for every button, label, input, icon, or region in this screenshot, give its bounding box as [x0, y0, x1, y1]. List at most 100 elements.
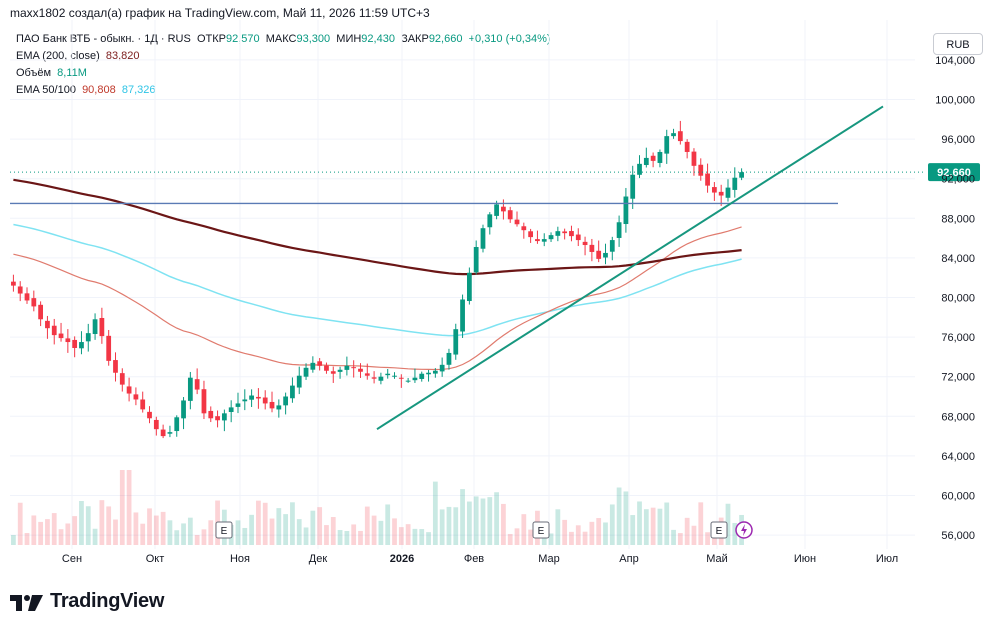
- candle-body: [630, 174, 636, 199]
- volume-bar: [242, 527, 248, 545]
- currency-button[interactable]: RUB: [933, 33, 983, 55]
- candle-body: [160, 429, 166, 437]
- time-tick-label: Апр: [619, 553, 638, 565]
- candle-body: [739, 172, 744, 178]
- ema100-line: [13, 223, 742, 337]
- volume-bar: [58, 529, 64, 545]
- price-tick-label: 68,000: [941, 411, 975, 423]
- candle-body: [671, 133, 676, 137]
- volume-label: Объём: [16, 67, 52, 79]
- volume-bar: [208, 520, 214, 545]
- time-tick-label: Май: [706, 553, 728, 565]
- time-tick-label: Июн: [794, 553, 816, 565]
- volume-bar: [45, 519, 50, 545]
- candle-body: [256, 396, 261, 399]
- candle-body: [215, 416, 220, 421]
- volume-bar: [419, 529, 425, 545]
- volume-bar: [569, 531, 574, 545]
- volume-bar: [616, 487, 622, 545]
- volume-bar: [432, 481, 438, 545]
- candle-body: [541, 239, 547, 242]
- candle-body: [596, 250, 602, 259]
- time-tick-label: Мар: [538, 553, 560, 565]
- candle-body: [548, 235, 554, 240]
- tradingview-logo[interactable]: TradingView: [10, 590, 164, 613]
- price-tick-label: 80,000: [941, 293, 975, 305]
- candle-body: [344, 365, 350, 370]
- volume-bar: [473, 496, 479, 545]
- ohlc-legend-row[interactable]: ПАО Банк ВТБ - обыкн. · 1Д · RUS ОТКР 92,…: [16, 31, 551, 48]
- candle-body: [705, 173, 710, 186]
- price-tick-label: 64,000: [941, 451, 975, 463]
- candle-body: [133, 394, 139, 400]
- volume-bar: [133, 512, 139, 545]
- candle-body: [528, 231, 534, 238]
- volume-bar: [677, 533, 683, 545]
- volume-bar: [147, 508, 152, 545]
- earnings-marker[interactable]: E: [710, 521, 728, 539]
- price-tick-label: 104,000: [935, 55, 975, 67]
- candle-body: [426, 372, 431, 375]
- volume-bar: [303, 527, 309, 545]
- close-value: 92,660: [428, 33, 463, 45]
- earnings-marker[interactable]: E: [215, 521, 233, 539]
- volume-bar: [446, 506, 452, 545]
- candle-body: [174, 417, 180, 432]
- candle-body: [147, 411, 152, 419]
- price-tick-label: 100,000: [935, 95, 975, 107]
- candle-body: [310, 362, 316, 370]
- earnings-marker[interactable]: E: [532, 521, 550, 539]
- volume-bar: [310, 510, 316, 545]
- volume-bar: [24, 532, 30, 545]
- candle-body: [487, 214, 493, 228]
- volume-bar: [324, 525, 329, 545]
- volume-bar: [596, 518, 602, 545]
- ema50-100-label: EMA 50/100: [16, 84, 76, 96]
- volume-bar: [548, 533, 554, 545]
- candle-body: [201, 389, 207, 414]
- volume-bar: [72, 516, 78, 545]
- symbol-name[interactable]: ПАО Банк ВТБ - обыкн. · 1Д · RUS: [16, 33, 191, 45]
- ema50-100-legend-row[interactable]: EMA 50/100 90,808 87,326: [16, 82, 551, 99]
- volume-bar: [507, 533, 513, 545]
- time-tick-label: Фев: [464, 553, 484, 565]
- candle-body: [126, 386, 132, 394]
- ema200-legend-row[interactable]: EMA (200, close) 83,820: [16, 48, 551, 65]
- volume-bar: [630, 515, 636, 545]
- open-label: ОТКР: [196, 33, 226, 45]
- candle-body: [575, 234, 581, 241]
- volume-bar: [174, 530, 180, 545]
- candle-body: [92, 319, 98, 335]
- ema200-value: 83,820: [105, 50, 140, 62]
- volume-bar: [657, 508, 663, 545]
- volume-bar: [153, 515, 159, 545]
- candle-body: [262, 397, 268, 404]
- candle-body: [535, 239, 540, 242]
- candle-body: [378, 376, 384, 381]
- volume-bar: [283, 514, 289, 545]
- candle-body: [337, 369, 343, 372]
- candle-body: [269, 401, 275, 409]
- candle-body: [242, 399, 248, 402]
- volume-bar: [351, 524, 357, 545]
- candle-body: [711, 187, 717, 193]
- earnings-marker-label: E: [716, 526, 723, 537]
- candle-body: [398, 377, 404, 379]
- candle-body: [249, 395, 254, 400]
- dividend-marker[interactable]: [735, 521, 753, 539]
- low-value: 92,430: [361, 33, 395, 45]
- volume-bar: [262, 502, 268, 545]
- volume-bar: [664, 502, 670, 545]
- candle-body: [181, 400, 186, 419]
- candle-body: [684, 141, 690, 152]
- volume-bar: [317, 507, 323, 545]
- volume-bar: [466, 501, 472, 545]
- volume-bar: [106, 506, 112, 545]
- volume-bar: [113, 519, 118, 545]
- volume-bar: [79, 500, 84, 545]
- price-tick-label: 76,000: [941, 332, 975, 344]
- volume-bar: [337, 530, 343, 545]
- volume-bar: [582, 531, 588, 545]
- volume-bar: [126, 470, 132, 545]
